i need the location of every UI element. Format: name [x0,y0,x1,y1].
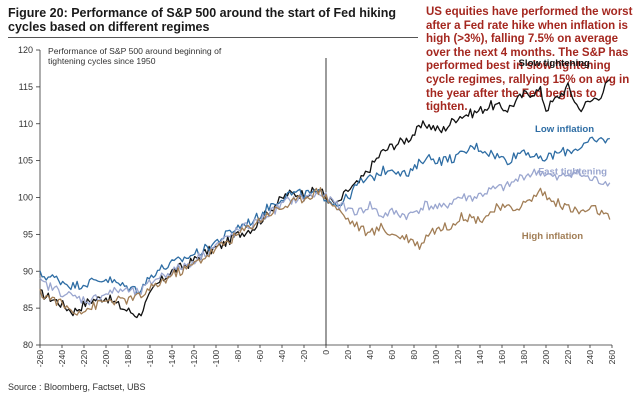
x-tick-label: -120 [189,350,199,367]
x-tick-label: -100 [211,350,221,367]
x-tick-label: -260 [35,350,45,367]
y-tick-label: 80 [23,340,33,350]
x-tick-label: -60 [255,350,265,363]
y-tick-label: 105 [18,156,33,166]
side-note: US equities have performed the worst aft… [426,6,633,114]
chart-title-line-1: Performance of S&P 500 around beginning … [48,46,222,56]
x-tick-label: 60 [387,350,397,360]
chart-title-line-2: tightening cycles since 1950 [48,56,156,66]
series-label-fast: Fast tightening [538,167,607,178]
x-tick-label: 120 [453,350,463,365]
y-tick-label: 95 [23,229,33,239]
x-tick-label: -160 [145,350,155,367]
y-tick-label: 85 [23,303,33,313]
title-divider [8,37,418,38]
series-label-low: Low inflation [535,124,594,135]
x-tick-label: 260 [607,350,617,365]
x-tick-label: -240 [57,350,67,367]
x-tick-label: 100 [431,350,441,365]
x-tick-label: 160 [497,350,507,365]
x-tick-label: 180 [519,350,529,365]
x-tick-label: 200 [541,350,551,365]
series-label-slow: Slow tightening [519,58,591,69]
chart-title: Performance of S&P 500 around beginning … [48,46,224,66]
series-label-high: High inflation [522,231,583,242]
x-tick-label: 220 [563,350,573,365]
y-tick-label: 100 [18,193,33,203]
x-tick-label: 80 [409,350,419,360]
x-tick-label: -80 [233,350,243,363]
figure-title: Figure 20: Performance of S&P 500 around… [8,6,397,34]
x-tick-label: -40 [277,350,287,363]
x-tick-label: -20 [299,350,309,363]
series-line-low [39,136,610,295]
source-note: Source : Bloomberg, Factset, UBS [8,382,146,392]
x-tick-label: 240 [585,350,595,365]
x-tick-label: 140 [475,350,485,365]
series-group [39,78,611,319]
y-tick-label: 120 [18,45,33,55]
x-tick-label: -180 [123,350,133,367]
x-tick-label: 40 [365,350,375,360]
y-tick-label: 110 [19,119,33,129]
x-tick-label: -140 [167,350,177,367]
x-tick-label: -200 [101,350,111,367]
y-tick-label: 115 [19,82,33,92]
x-tick-label: 20 [343,350,353,360]
annotation-group: Slow tightening Low inflation Fast tighten… [519,58,608,242]
y-tick-label: 90 [23,266,33,276]
series-line-high [39,187,611,316]
x-tick-label: -220 [79,350,89,367]
x-tick-label: 0 [321,350,331,355]
